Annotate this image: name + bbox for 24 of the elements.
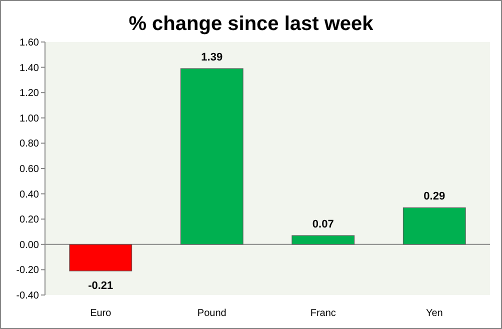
data-label: -0.21 (88, 280, 114, 292)
y-tick-label: 1.40 (20, 62, 40, 74)
x-tick-label: Yen (426, 308, 443, 319)
y-tick-label: -0.40 (16, 290, 40, 302)
y-tick-label: 0.40 (20, 189, 40, 200)
bar (292, 235, 355, 245)
y-tick-label: 0.00 (20, 240, 40, 251)
bar (69, 244, 132, 272)
x-tick-label: Franc (310, 308, 336, 319)
x-tick-label: Pound (197, 308, 226, 319)
data-label: 1.39 (201, 52, 223, 64)
y-tick-label: 0.80 (20, 138, 40, 150)
y-tick-label: 1.00 (20, 113, 40, 124)
y-tick-label: 1.20 (20, 88, 40, 100)
bar (180, 68, 244, 245)
data-label: 0.29 (424, 190, 446, 203)
y-tick-label: 1.60 (20, 38, 40, 48)
y-tick-label: 0.20 (20, 214, 40, 226)
y-tick-label: -0.20 (16, 265, 40, 276)
x-tick-label: Euro (90, 308, 112, 319)
bar (402, 207, 466, 245)
chart-title: % change since last week (128, 13, 374, 35)
data-label: 0.07 (312, 218, 334, 231)
y-tick-label: 0.60 (20, 164, 40, 175)
